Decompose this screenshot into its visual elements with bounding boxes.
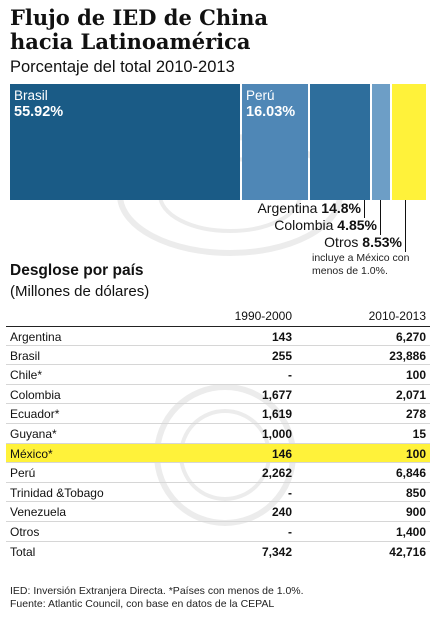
- table-row: Venezuela 240 900: [6, 502, 430, 522]
- footnote-line-1: IED: Inversión Extranjera Directa. *País…: [10, 585, 304, 597]
- table-cell-1990-2000: 7,342: [261, 544, 292, 559]
- table-cell-2010-2013: 900: [405, 505, 426, 520]
- treemap-value-peru: 16.03%: [246, 104, 296, 120]
- table-cell-2010-2013: 6,846: [395, 466, 426, 481]
- treemap-cell-otros: [392, 84, 426, 200]
- table-cell-2010-2013: 15: [412, 426, 426, 441]
- table-row: Chile* - 100: [6, 365, 430, 385]
- table-cell-1990-2000: 143: [271, 330, 292, 344]
- data-table: 1990-2000 2010-2013 Argentina 143 6,270 Bra…: [6, 306, 430, 561]
- table-cell-1990-2000: -: [288, 524, 292, 539]
- treemap-cell-colombia: [372, 84, 390, 200]
- table-cell-country: Trinidad &Tobago: [10, 485, 104, 500]
- chart-title: Flujo de IED de China hacia Latinoaméric…: [10, 6, 430, 54]
- table-cell-1990-2000: 1,677: [261, 387, 292, 402]
- table-cell-country: Argentina: [10, 330, 62, 344]
- column-header-2010-2013: 2010-2013: [368, 309, 426, 323]
- table-row: Brasil 255 23,886: [6, 346, 430, 366]
- table-cell-1990-2000: 255: [271, 348, 292, 363]
- table-row: Colombia 1,677 2,071: [6, 385, 430, 405]
- table-row: Trinidad &Tobago - 850: [6, 483, 430, 503]
- annotation-colombia: Colombia 4.85%: [274, 217, 377, 233]
- table-cell-country: Colombia: [10, 387, 61, 402]
- table-cell-country: Chile*: [10, 368, 43, 383]
- table-cell-country: Ecuador*: [10, 407, 60, 422]
- table-cell-1990-2000: 240: [271, 505, 292, 520]
- treemap-cell-peru: Perú 16.03%: [242, 84, 308, 200]
- annotation-argentina-label: Argentina: [257, 200, 318, 216]
- table-cell-2010-2013: 2,071: [395, 387, 426, 402]
- table-cell-2010-2013: 6,270: [395, 330, 426, 344]
- title-line-1: Flujo de IED de China: [10, 5, 268, 30]
- annotation-otros-note: incluye a México con menos de 1.0%.: [312, 252, 410, 277]
- annotation-colombia-value: 4.85%: [337, 217, 377, 233]
- table-row: Guyana* 1,000 15: [6, 424, 430, 444]
- footnote: IED: Inversión Extranjera Directa. *País…: [10, 585, 430, 611]
- table-cell-1990-2000: -: [288, 368, 292, 383]
- table-body: Argentina 143 6,270 Brasil 255 23,886 Chile* - 1…: [6, 326, 430, 561]
- table-cell-1990-2000: 1,619: [261, 407, 292, 422]
- table-cell-1990-2000: 146: [271, 446, 292, 461]
- table-cell-country: Guyana*: [10, 426, 57, 441]
- annotation-otros-label: Otros: [324, 234, 359, 250]
- table-row: Total 7,342 42,716: [6, 542, 430, 562]
- table-row: Perú 2,262 6,846: [6, 463, 430, 483]
- footnote-line-2: Fuente: Atlantic Council, con base en da…: [10, 598, 275, 610]
- treemap-chart: Brasil 55.92% Perú 16.03%: [10, 84, 426, 200]
- table-cell-2010-2013: 850: [405, 485, 426, 500]
- table-cell-country: México*: [10, 446, 53, 461]
- treemap-cell-argentina: [310, 84, 370, 200]
- table-cell-country: Otros: [10, 524, 40, 539]
- table-header: 1990-2000 2010-2013: [6, 306, 430, 326]
- table-cell-2010-2013: 100: [405, 446, 426, 461]
- table-subtitle: (Millones de dólares): [10, 283, 150, 300]
- table-cell-1990-2000: -: [288, 485, 292, 500]
- table-row: México* 146 100: [6, 443, 430, 464]
- column-header-1990-2000: 1990-2000: [234, 309, 292, 323]
- annotation-otros: Otros 8.53%: [324, 234, 402, 250]
- table-cell-country: Brasil: [10, 348, 41, 363]
- title-line-2: hacia Latinoamérica: [10, 29, 251, 54]
- table-cell-2010-2013: 278: [405, 407, 426, 422]
- table-title: Desglose por país: [10, 262, 144, 279]
- annotation-argentina-value: 14.8%: [321, 200, 361, 216]
- annotation-colombia-label: Colombia: [274, 217, 334, 233]
- leader-line-colombia: [380, 200, 381, 235]
- leader-line-otros: [405, 200, 406, 252]
- table-cell-1990-2000: 1,000: [261, 426, 292, 441]
- table-row: Argentina 143 6,270: [6, 326, 430, 346]
- treemap-label-peru: Perú: [246, 88, 275, 103]
- annotation-otros-value: 8.53%: [362, 234, 402, 250]
- table-row: Otros - 1,400: [6, 522, 430, 542]
- table-cell-2010-2013: 42,716: [389, 544, 426, 559]
- table-cell-2010-2013: 23,886: [389, 348, 426, 363]
- table-cell-country: Venezuela: [10, 505, 67, 520]
- treemap-label-brasil: Brasil: [14, 88, 48, 103]
- table-cell-country: Perú: [10, 466, 36, 481]
- chart-subtitle: Porcentaje del total 2010-2013: [10, 58, 235, 76]
- annotation-argentina: Argentina 14.8%: [257, 200, 361, 216]
- table-cell-country: Total: [10, 544, 36, 559]
- table-cell-1990-2000: 2,262: [261, 466, 292, 481]
- leader-line-argentina: [364, 200, 365, 218]
- table-row: Ecuador* 1,619 278: [6, 404, 430, 424]
- table-cell-2010-2013: 1,400: [395, 524, 426, 539]
- treemap-cell-brasil: Brasil 55.92%: [10, 84, 240, 200]
- treemap-value-brasil: 55.92%: [14, 104, 64, 120]
- table-cell-2010-2013: 100: [405, 368, 426, 383]
